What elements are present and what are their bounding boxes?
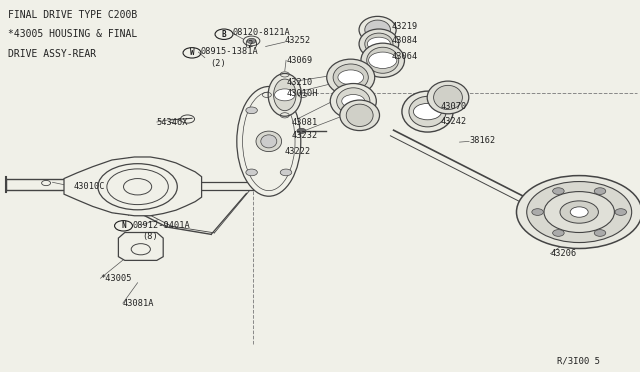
Text: 43232: 43232 [291, 131, 317, 140]
Text: W: W [189, 48, 195, 57]
Ellipse shape [402, 91, 453, 132]
Ellipse shape [268, 74, 301, 116]
Circle shape [595, 188, 605, 195]
Text: 43070: 43070 [440, 102, 467, 111]
Circle shape [342, 94, 365, 108]
Text: R/3I00 5: R/3I00 5 [557, 356, 600, 365]
Circle shape [595, 230, 605, 236]
Text: 43242: 43242 [440, 117, 467, 126]
Text: 43219: 43219 [392, 22, 418, 31]
Ellipse shape [333, 64, 369, 91]
Text: 08912-9401A: 08912-9401A [132, 221, 190, 230]
Ellipse shape [346, 104, 373, 126]
Text: 43064: 43064 [392, 52, 418, 61]
Ellipse shape [256, 131, 282, 152]
Ellipse shape [237, 87, 301, 196]
Text: N: N [121, 221, 126, 230]
Text: 43010C: 43010C [74, 182, 105, 191]
Ellipse shape [409, 96, 446, 127]
Ellipse shape [261, 135, 277, 148]
Circle shape [516, 176, 640, 248]
Ellipse shape [340, 100, 380, 131]
Circle shape [615, 209, 627, 215]
Ellipse shape [428, 81, 468, 114]
Circle shape [280, 169, 292, 176]
Ellipse shape [365, 20, 390, 39]
Text: 43081: 43081 [291, 118, 317, 126]
Ellipse shape [327, 59, 375, 96]
Circle shape [553, 188, 564, 195]
Text: 54346X: 54346X [157, 118, 188, 126]
Circle shape [527, 182, 632, 243]
Text: 38162: 38162 [469, 136, 495, 145]
Text: 43210: 43210 [286, 78, 312, 87]
Text: 43010H: 43010H [286, 89, 317, 98]
Text: 43252: 43252 [285, 36, 311, 45]
Polygon shape [64, 157, 202, 216]
Text: DRIVE ASSY-REAR: DRIVE ASSY-REAR [8, 49, 96, 58]
Text: 43084: 43084 [392, 36, 418, 45]
Text: 43222: 43222 [285, 147, 311, 156]
Circle shape [280, 107, 292, 114]
Text: 43069: 43069 [286, 56, 312, 65]
Text: (8): (8) [142, 232, 158, 241]
Ellipse shape [367, 47, 399, 73]
Circle shape [413, 103, 442, 120]
Polygon shape [118, 232, 163, 260]
Circle shape [367, 37, 390, 51]
Text: (2): (2) [243, 40, 259, 49]
Circle shape [553, 230, 564, 236]
Ellipse shape [359, 29, 399, 59]
Ellipse shape [274, 79, 296, 111]
Text: 08120-8121A: 08120-8121A [233, 28, 291, 37]
Circle shape [246, 107, 257, 114]
Circle shape [338, 70, 364, 85]
Text: *43005 HOUSING & FINAL: *43005 HOUSING & FINAL [8, 29, 137, 39]
Ellipse shape [365, 33, 393, 55]
Circle shape [570, 207, 588, 217]
Circle shape [544, 192, 614, 232]
Circle shape [369, 52, 397, 68]
Ellipse shape [337, 88, 370, 115]
Text: (2): (2) [210, 59, 226, 68]
Circle shape [247, 38, 256, 44]
Circle shape [560, 201, 598, 223]
Text: FINAL DRIVE TYPE C200B: FINAL DRIVE TYPE C200B [8, 10, 137, 20]
Circle shape [532, 209, 543, 215]
Text: 43081A: 43081A [123, 299, 154, 308]
Circle shape [297, 128, 306, 134]
Circle shape [246, 169, 257, 176]
Ellipse shape [361, 43, 404, 77]
Text: B: B [221, 30, 227, 39]
Ellipse shape [330, 83, 376, 119]
Ellipse shape [434, 86, 463, 109]
Text: 08915-1381A: 08915-1381A [201, 47, 259, 56]
Circle shape [275, 89, 295, 101]
Text: *43005: *43005 [100, 274, 132, 283]
Text: 43206: 43206 [550, 249, 577, 258]
Ellipse shape [359, 16, 396, 43]
